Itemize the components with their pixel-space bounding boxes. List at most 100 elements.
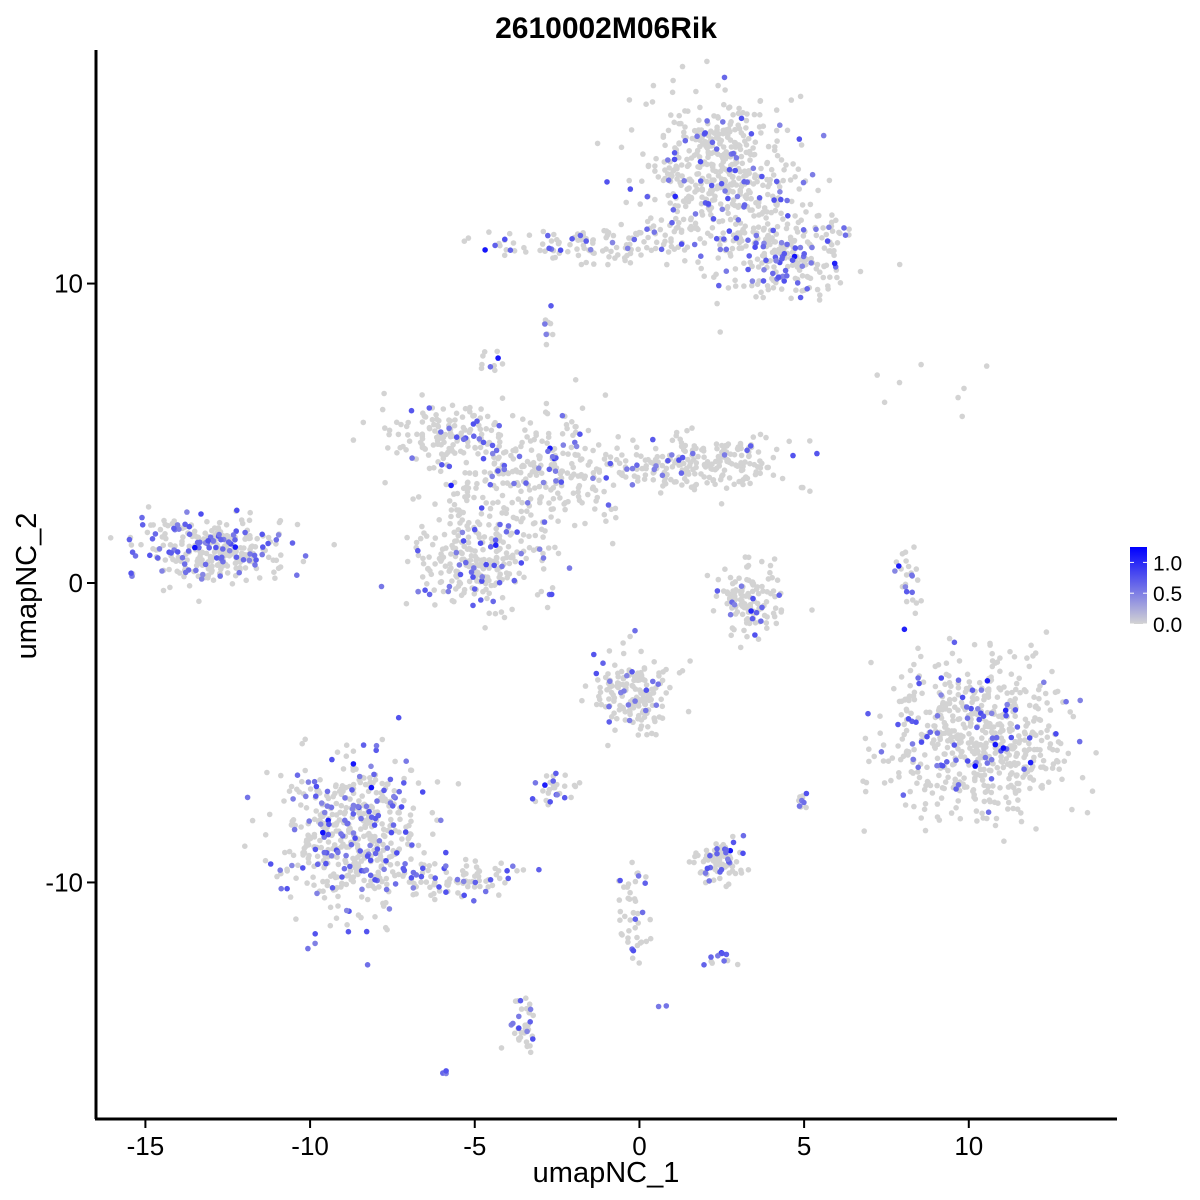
cell-point [152,531,159,537]
cell-point [184,557,190,563]
cell-point [616,897,623,903]
cell-point [727,137,734,143]
cell-point [998,735,1005,741]
cell-point [941,785,947,792]
cell-point [456,562,463,568]
cell-point [942,779,949,785]
cell-point [569,419,575,425]
cell-point [653,731,659,738]
cell-point [660,177,667,184]
x-axis-title: umapNC_1 [533,1157,680,1189]
cell-point [988,789,995,796]
cell-point [979,735,985,741]
cell-point [913,719,919,725]
cell-point [967,723,974,729]
cell-point [552,254,558,261]
cell-point [495,547,502,553]
cell-point [955,782,962,788]
cell-point [738,130,745,136]
cell-point [329,811,336,818]
cell-point [1042,690,1049,697]
cell-point [318,844,325,851]
cell-point [841,225,847,231]
cell-point [363,867,370,873]
cell-point [901,721,907,728]
cell-point [395,809,401,816]
cell-point [755,199,762,206]
cell-point [681,129,687,136]
cell-point [377,851,383,857]
cell-point [657,226,664,233]
cell-point [934,762,940,769]
cell-point [1021,766,1027,772]
cell-point [468,553,475,559]
cell-point [1043,765,1049,772]
cell-point [275,532,282,538]
cell-point [944,759,950,765]
cell-point [506,560,513,567]
cell-point [194,539,201,546]
cell-point [209,563,215,570]
cell-point [773,620,780,627]
cell-point [241,545,247,551]
cell-point [682,137,689,144]
cell-point [784,127,791,134]
cell-point [799,273,806,279]
cell-point [332,783,339,790]
cell-point [487,544,494,550]
cell-point [338,802,345,809]
cell-point [451,501,458,508]
cell-point [635,910,641,917]
cell-point [452,417,458,423]
cell-point [505,543,512,550]
cell-point [380,903,387,909]
cell-point [223,522,230,528]
cell-point [918,361,924,368]
cell-point [162,557,169,563]
cell-point [880,758,887,764]
cell-point [575,473,581,479]
cell-point [426,554,432,560]
cell-point [924,722,931,729]
cell-point [640,676,647,683]
cell-point [526,1001,533,1007]
cell-point [745,266,751,273]
cell-point [826,177,833,184]
cell-point [311,816,318,823]
cell-point [774,577,781,583]
cell-point [527,420,534,426]
cell-point [421,530,427,536]
cell-point [704,58,710,65]
cell-point [606,696,612,702]
cell-point [688,155,695,161]
cell-point [546,466,553,473]
cell-point [314,890,320,897]
cell-point [184,509,190,515]
cell-point [743,617,750,623]
cell-point [632,698,638,704]
cell-point [632,627,638,634]
cell-point [242,843,248,849]
cell-point [186,583,193,589]
cell-point [918,815,924,821]
cell-point [627,917,633,923]
cell-point [892,568,898,574]
cell-point [984,687,991,693]
cell-point [1036,695,1042,702]
cell-point [796,136,803,142]
cell-point [512,558,519,565]
cell-point [831,260,838,267]
cell-point [714,588,721,594]
cell-point [256,575,263,581]
cell-point [480,546,486,553]
cell-point [546,500,552,506]
cell-point [792,245,799,251]
cell-point [904,708,910,714]
cell-point [770,285,777,291]
cell-point [880,742,887,748]
cell-point [924,733,930,740]
cell-point [455,890,461,896]
cell-point [710,477,717,483]
cell-point [545,448,551,455]
cell-point [464,493,471,499]
